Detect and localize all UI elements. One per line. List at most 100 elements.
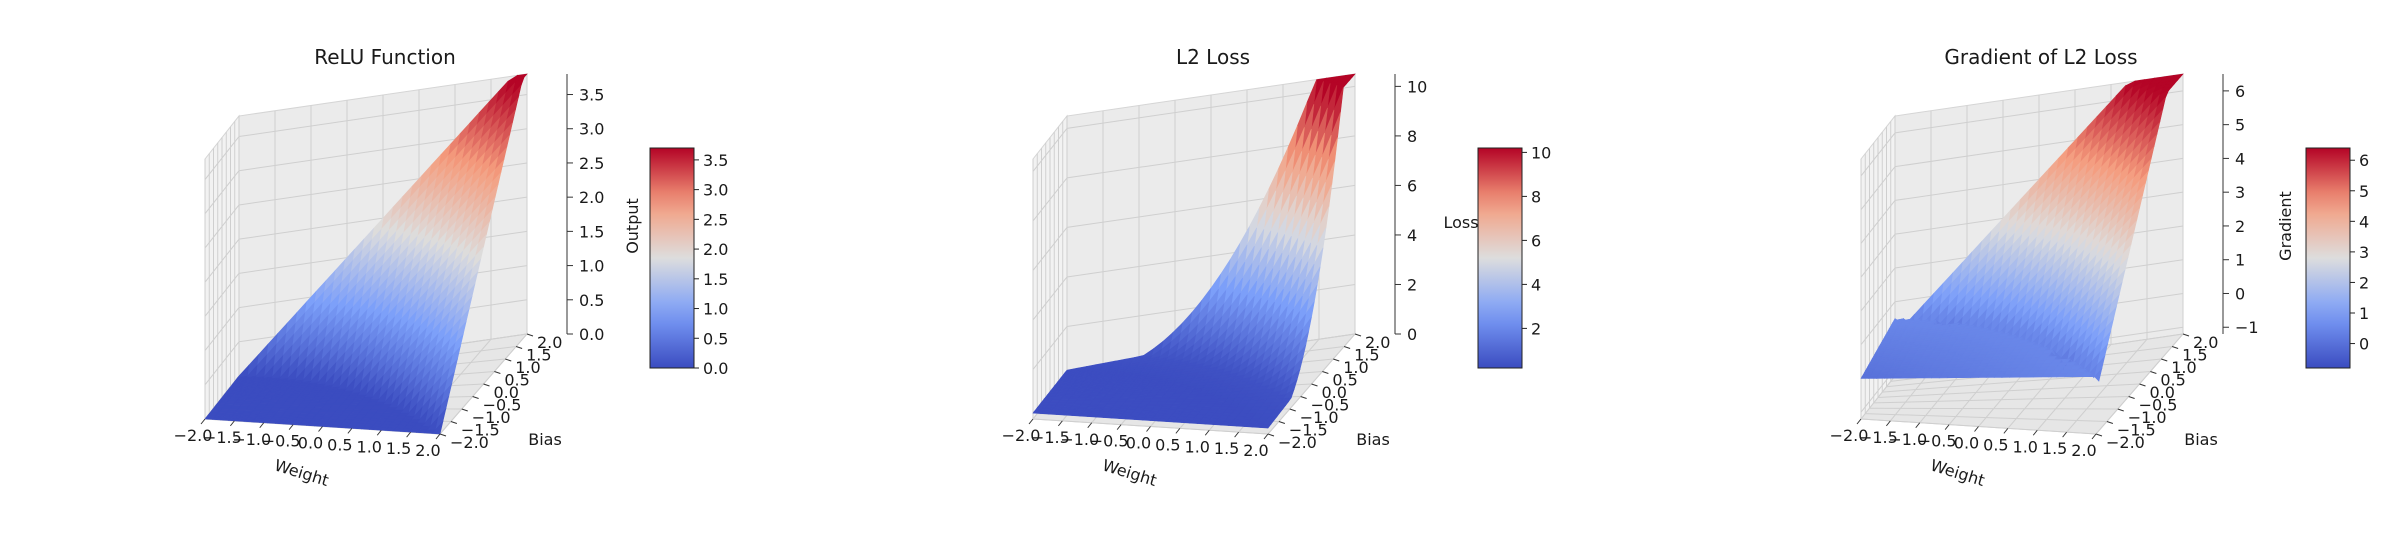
x-tick-mark	[2032, 429, 2038, 436]
x-tick-mark	[259, 422, 265, 429]
surface-facet	[204, 417, 215, 420]
colorbar-tick-label: 2.0	[703, 240, 728, 259]
y-tick-label: 0.0	[494, 383, 519, 402]
surface-facet	[1032, 411, 1043, 414]
colorbar-tick-label: 10	[1531, 143, 1551, 162]
y-tick-mark	[1278, 421, 1286, 424]
grid-line	[1860, 267, 1896, 312]
y-tick-mark	[2171, 346, 2179, 349]
x-tick-mark	[1885, 420, 1891, 427]
colorbar: 0 1 2 3 4 5 6	[2305, 147, 2369, 369]
x-tick-label: 1.5	[386, 439, 411, 458]
x-tick-mark	[1263, 433, 1269, 440]
y-tick-label: 1.5	[526, 346, 551, 365]
colorbar-tick-label: 4	[2359, 212, 2369, 231]
x-tick-label: −1.5	[1859, 428, 1898, 447]
z-tick-label: 10	[1407, 77, 1427, 96]
x-tick-mark	[200, 418, 206, 425]
x-tick-label: 0.5	[1983, 435, 2008, 454]
y-tick-label: −2.0	[450, 433, 489, 452]
x-tick-label: 0.0	[1954, 434, 1979, 453]
x-tick-mark	[1204, 429, 1210, 436]
grid-line	[1032, 177, 1068, 222]
y-tick-mark	[439, 433, 447, 437]
colorbar-tick-label: 1.5	[703, 270, 728, 289]
z-tick-label: 2	[1407, 275, 1417, 294]
y-tick-mark	[1311, 383, 1318, 387]
x-tick-label: 0.0	[298, 434, 323, 453]
grid-line	[1860, 301, 1896, 346]
z-tick-label: 8	[1407, 127, 1417, 146]
grid-line	[1860, 166, 1896, 210]
x-tick-label: 1.0	[357, 437, 382, 456]
x-tick-mark	[1944, 424, 1950, 430]
y-tick-mark	[461, 408, 468, 412]
y-tick-label: −1.5	[2117, 421, 2156, 440]
x-tick-label: −0.5	[1090, 432, 1129, 451]
y-axis-label: Bias	[1356, 430, 1390, 449]
grid-line	[1860, 200, 1896, 244]
x-tick-mark	[1915, 422, 1921, 429]
grid-line	[204, 341, 240, 386]
x-tick-mark	[376, 429, 382, 436]
x-tick-label: 0.5	[327, 435, 352, 454]
y-tick-mark	[1333, 358, 1340, 362]
z-tick-label: 2.5	[579, 154, 604, 173]
x-tick-mark	[2062, 431, 2068, 438]
colorbar-tick-label: 2	[2359, 273, 2369, 292]
surface-facet	[1860, 376, 1871, 379]
y-tick-mark	[1289, 408, 1296, 412]
z-tick-label: 5	[2235, 116, 2245, 135]
x-tick-mark	[318, 426, 323, 432]
grid-line	[1032, 227, 1068, 271]
x-tick-mark	[229, 420, 235, 427]
z-tick-label: 0	[1407, 325, 1417, 344]
y-tick-label: −0.5	[2139, 396, 2178, 415]
x-tick-label: 2.0	[1243, 441, 1268, 460]
y-tick-mark	[526, 333, 534, 337]
x-tick-label: 1.0	[2013, 437, 2038, 456]
x-tick-mark	[1057, 420, 1063, 427]
surface-facet	[1048, 412, 1059, 415]
y-axis-label: Bias	[528, 430, 562, 449]
x-axis-label: Weight	[272, 456, 331, 490]
x-tick-label: −1.0	[232, 430, 271, 449]
surface-facet	[1040, 411, 1051, 415]
y-tick-label: −0.5	[1311, 396, 1350, 415]
x-tick-mark	[406, 431, 412, 438]
grid-line	[204, 273, 240, 317]
x-tick-mark	[1175, 428, 1181, 434]
y-tick-mark	[2161, 358, 2168, 362]
colorbar-tick-label: 5	[2359, 182, 2369, 201]
y-tick-mark	[2095, 433, 2103, 437]
grid-line	[2066, 338, 2148, 433]
colorbar-tick-label: 0.0	[703, 359, 728, 378]
y-tick-mark	[515, 346, 523, 349]
panel-l2-loss: L2 Loss Weight Bias Loss −2.0−1.5−1.0−0.…	[1002, 45, 1552, 490]
y-tick-mark	[2182, 333, 2190, 337]
y-tick-mark	[1322, 371, 1329, 374]
y-tick-mark	[2150, 371, 2157, 374]
x-tick-mark	[1116, 424, 1122, 430]
x-tick-mark	[2003, 428, 2009, 434]
colorbar-tick-label: 6	[1531, 231, 1541, 250]
chart-title: ReLU Function	[314, 45, 456, 69]
panel-gradient: Gradient of L2 Loss Weight Bias Gradient…	[1830, 45, 2370, 490]
panel-relu: ReLU Function Weight Bias Output −2.0−1.…	[174, 45, 729, 490]
x-tick-label: 2.0	[2071, 441, 2096, 460]
colorbar-tick-label: 3.5	[703, 151, 728, 170]
y-tick-mark	[1343, 346, 1351, 349]
y-tick-mark	[483, 383, 490, 387]
z-tick-label: 6	[1407, 176, 1417, 195]
grid-line	[1032, 128, 1068, 172]
y-tick-label: −1.0	[2128, 408, 2167, 427]
colorbar-gradient	[1477, 147, 1523, 369]
x-tick-mark	[1087, 422, 1093, 429]
colorbar-gradient	[649, 147, 695, 369]
z-axis-label: Loss	[1443, 213, 1478, 232]
y-tick-mark	[2106, 421, 2114, 424]
z-tick-label: 2.0	[579, 188, 604, 207]
x-tick-label: −2.0	[1002, 426, 1041, 445]
colorbar-tick-label: 1	[2359, 304, 2369, 323]
